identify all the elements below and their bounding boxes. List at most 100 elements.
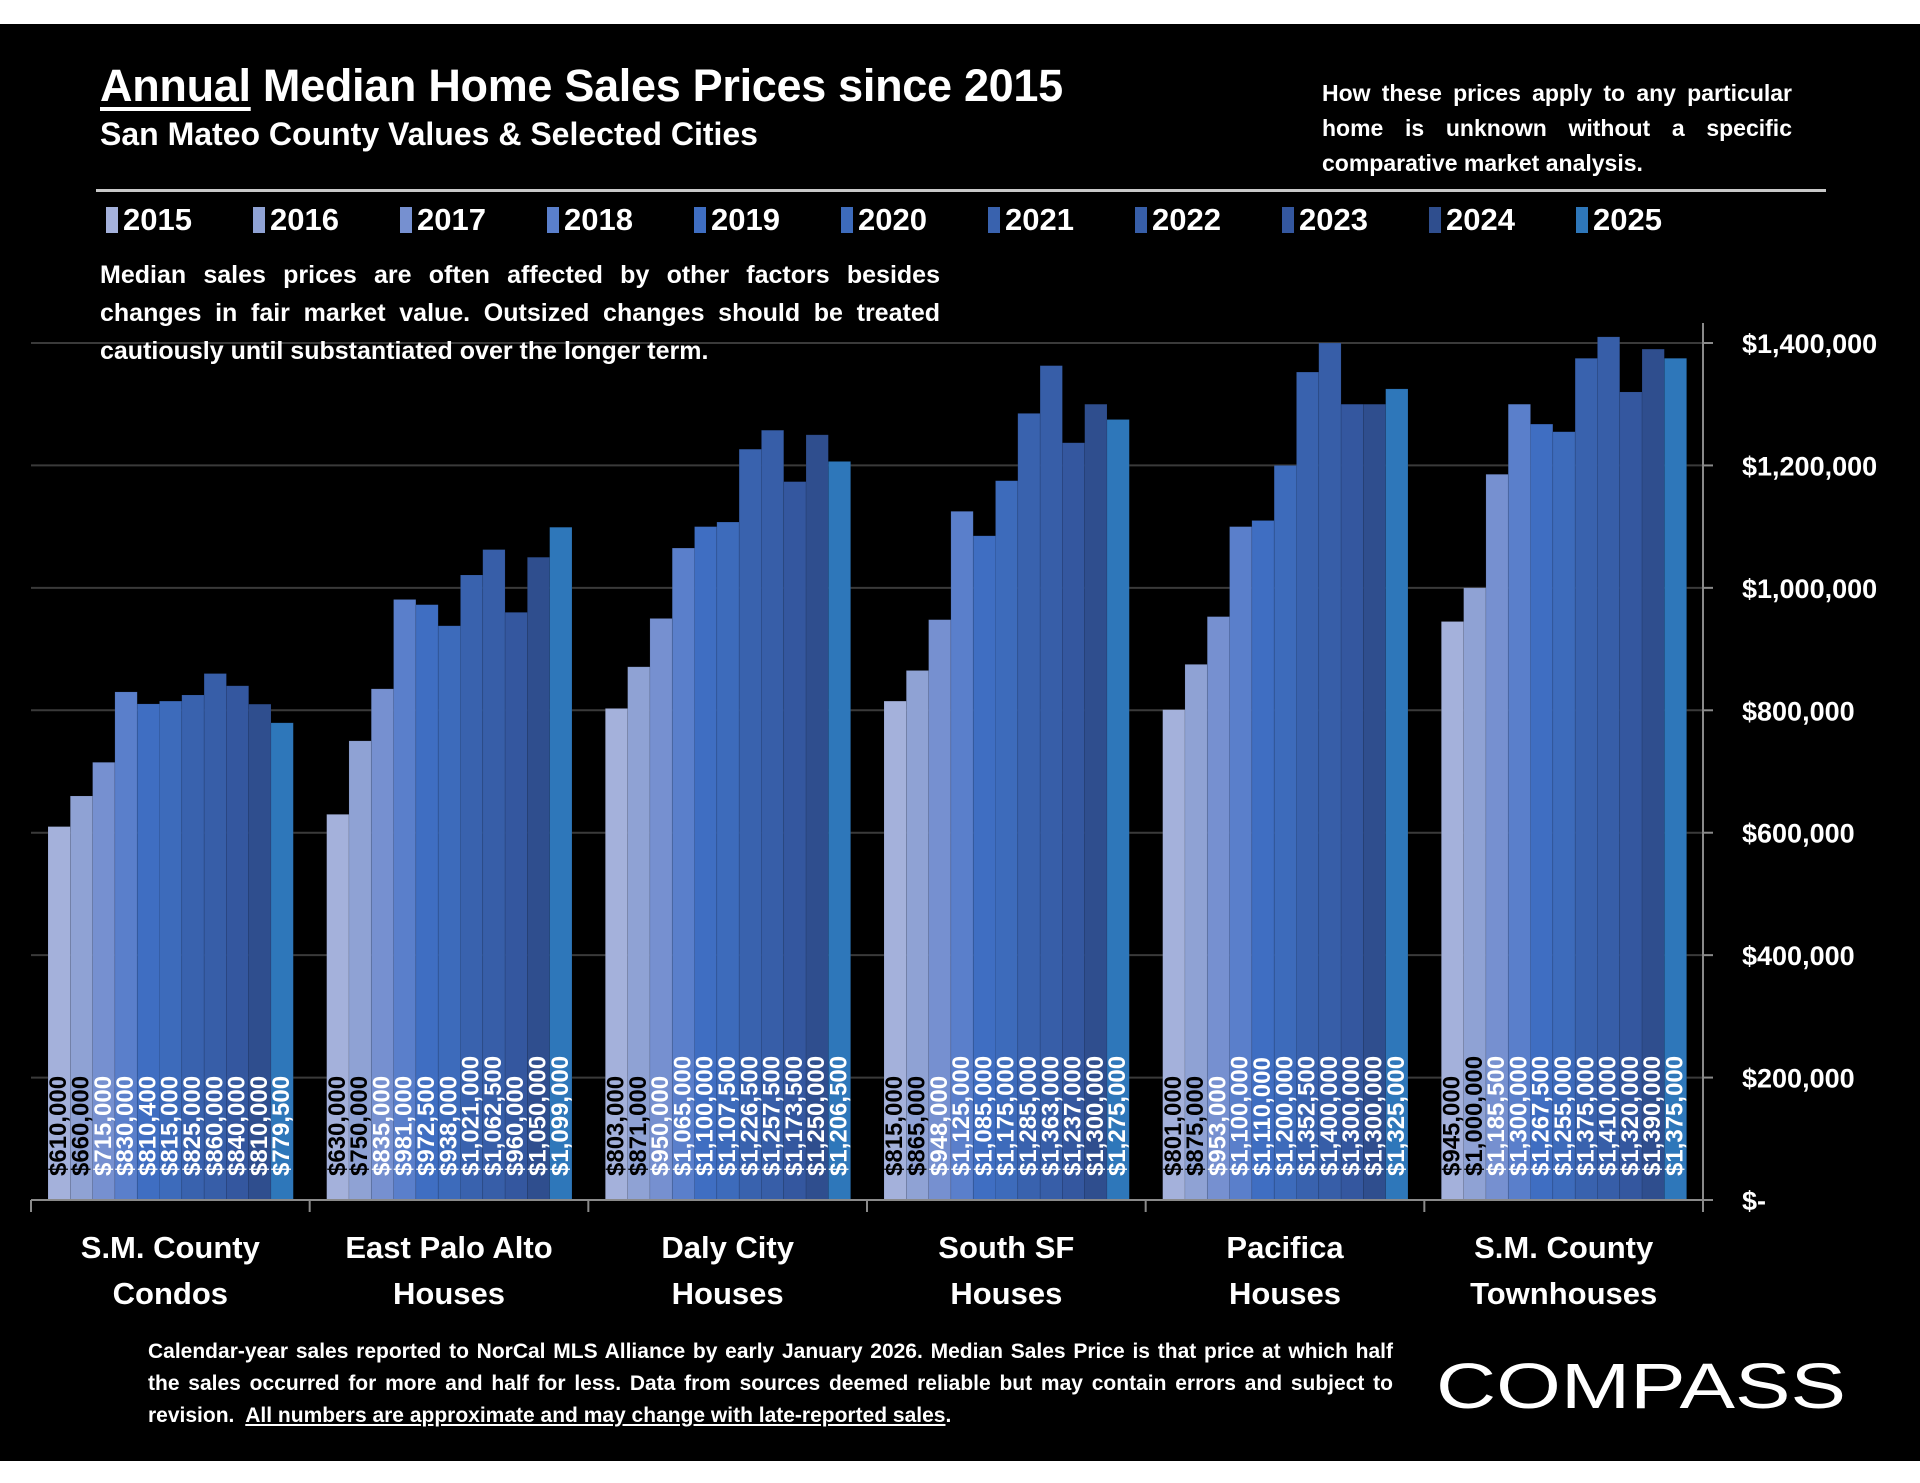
data-label: $835,000 (368, 1076, 395, 1176)
data-label: $801,000 (1160, 1076, 1187, 1176)
data-label: $1,200,000 (1271, 1056, 1298, 1176)
data-label: $1,107,500 (714, 1056, 741, 1176)
data-label: $1,085,000 (970, 1056, 997, 1176)
legend-item: 2018 (547, 200, 694, 240)
data-label: $1,185,500 (1483, 1056, 1510, 1176)
category-label: Houses (1229, 1276, 1341, 1311)
legend-item: 2024 (1429, 200, 1576, 240)
y-tick-label: $800,000 (1742, 696, 1855, 726)
legend-item: 2015 (106, 200, 253, 240)
data-label: $825,000 (179, 1076, 206, 1176)
data-label: $1,000,000 (1461, 1056, 1488, 1176)
data-label: $953,000 (1204, 1076, 1231, 1176)
data-label: $803,000 (602, 1076, 629, 1176)
data-label: $1,125,000 (948, 1056, 975, 1176)
data-label: $945,000 (1438, 1076, 1465, 1176)
data-label: $779,500 (268, 1076, 295, 1176)
y-tick-label: $600,000 (1742, 819, 1855, 849)
data-label: $1,050,000 (525, 1056, 552, 1176)
data-label: $950,000 (647, 1076, 674, 1176)
y-tick-label: $200,000 (1742, 1064, 1855, 1094)
data-label: $981,000 (391, 1076, 418, 1176)
legend-swatch (988, 207, 1000, 233)
category-label: East Palo Alto (345, 1230, 552, 1265)
legend-item: 2022 (1135, 200, 1282, 240)
legend-swatch (106, 207, 118, 233)
legend-label: 2023 (1299, 202, 1368, 237)
data-label: $1,021,000 (458, 1056, 485, 1176)
data-label: $815,000 (881, 1076, 908, 1176)
legend-swatch (547, 207, 559, 233)
page-title: Annual Median Home Sales Prices since 20… (100, 60, 1063, 112)
data-label: $1,375,000 (1572, 1056, 1599, 1176)
data-label: $1,250,000 (803, 1056, 830, 1176)
chart-legend: 2015 2016 2017 2018 2019 2020 2021 2022 2023 2024… (106, 200, 1723, 240)
data-label: $815,000 (157, 1076, 184, 1176)
data-label: $1,206,500 (825, 1056, 852, 1176)
data-label: $948,000 (926, 1076, 953, 1176)
caution-note: Median sales prices are often affected b… (100, 261, 940, 365)
data-label: $840,000 (224, 1076, 251, 1176)
legend-item: 2021 (988, 200, 1135, 240)
data-label: $1,390,000 (1639, 1056, 1666, 1176)
data-label: $610,000 (45, 1076, 72, 1176)
footer-note-text: Calendar-year sales reported to NorCal M… (148, 1340, 1393, 1427)
legend-swatch (1576, 207, 1588, 233)
footer-note-underlined: All numbers are approximate and may chan… (245, 1404, 946, 1427)
data-label: $830,000 (112, 1076, 139, 1176)
data-label: $1,320,000 (1617, 1056, 1644, 1176)
data-label: $1,100,000 (692, 1056, 719, 1176)
data-label: $810,400 (134, 1076, 161, 1176)
disclaimer-note: How these prices apply to any particular… (1322, 80, 1792, 176)
data-label: $1,173,500 (781, 1056, 808, 1176)
legend-label: 2020 (858, 202, 927, 237)
data-label: $1,100,000 (1227, 1056, 1254, 1176)
data-label: $1,410,000 (1595, 1056, 1622, 1176)
y-tick-label: $400,000 (1742, 941, 1855, 971)
category-label: Condos (113, 1276, 228, 1311)
legend-item: 2023 (1282, 200, 1429, 240)
data-label: $1,267,500 (1528, 1056, 1555, 1176)
data-label: $660,000 (67, 1076, 94, 1176)
legend-item: 2016 (253, 200, 400, 240)
data-label: $810,000 (246, 1076, 273, 1176)
legend-label: 2024 (1446, 202, 1515, 237)
data-label: $1,226,500 (736, 1056, 763, 1176)
data-label: $1,300,000 (1338, 1056, 1365, 1176)
legend-item: 2020 (841, 200, 988, 240)
footer-note-end: . (945, 1404, 952, 1427)
title-rest: Median Home Sales Prices since 2015 (250, 60, 1063, 111)
category-label: S.M. County (81, 1230, 261, 1265)
data-label: $715,000 (90, 1076, 117, 1176)
data-label: $1,325,000 (1383, 1056, 1410, 1176)
data-label: $960,000 (502, 1076, 529, 1176)
data-label: $1,237,000 (1060, 1056, 1087, 1176)
data-label: $875,000 (1182, 1076, 1209, 1176)
legend-label: 2019 (711, 202, 780, 237)
legend-swatch (1429, 207, 1441, 233)
header-divider (96, 189, 1826, 192)
data-label: $1,285,000 (1015, 1056, 1042, 1176)
data-label: $1,400,000 (1316, 1056, 1343, 1176)
footer-note: Calendar-year sales reported to NorCal M… (148, 1336, 1393, 1432)
data-label: $630,000 (324, 1076, 351, 1176)
category-label: Houses (950, 1276, 1062, 1311)
legend-label: 2017 (417, 202, 486, 237)
data-label: $1,375,000 (1661, 1056, 1688, 1176)
title-underlined-word: Annual (100, 60, 251, 111)
data-label: $1,300,000 (1505, 1056, 1532, 1176)
y-tick-label: $1,400,000 (1742, 329, 1877, 359)
category-label: Houses (393, 1276, 505, 1311)
legend-swatch (253, 207, 265, 233)
category-label: S.M. County (1474, 1230, 1654, 1265)
legend-item: 2025 (1576, 200, 1723, 240)
data-label: $871,000 (625, 1076, 652, 1176)
data-label: $1,175,000 (993, 1056, 1020, 1176)
legend-label: 2025 (1593, 202, 1662, 237)
y-tick-label: $- (1742, 1186, 1766, 1216)
y-tick-label: $1,200,000 (1742, 451, 1877, 481)
data-label: $1,065,000 (669, 1056, 696, 1176)
compass-logo: COMPASS (1436, 1352, 1846, 1414)
category-label: Townhouses (1470, 1276, 1657, 1311)
